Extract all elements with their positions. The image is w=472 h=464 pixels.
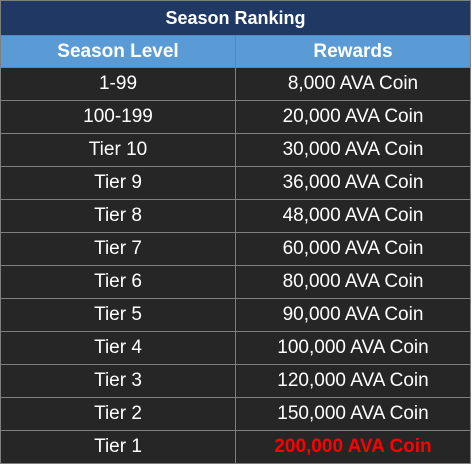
table-row-top-tier: Tier 1 200,000 AVA Coin [0, 430, 471, 464]
reward-cell: 20,000 AVA Coin [235, 100, 471, 134]
title-row: Season Ranking [0, 0, 471, 36]
table-row: Tier 6 80,000 AVA Coin [0, 265, 471, 299]
table-row: Tier 3 120,000 AVA Coin [0, 364, 471, 398]
reward-cell: 36,000 AVA Coin [235, 166, 471, 200]
reward-cell: 30,000 AVA Coin [235, 133, 471, 167]
table-row: Tier 5 90,000 AVA Coin [0, 298, 471, 332]
season-level-cell: Tier 5 [0, 298, 236, 332]
reward-cell: 150,000 AVA Coin [235, 397, 471, 431]
reward-cell: 48,000 AVA Coin [235, 199, 471, 233]
reward-cell: 90,000 AVA Coin [235, 298, 471, 332]
season-level-cell: Tier 1 [0, 430, 236, 464]
table-row: Tier 10 30,000 AVA Coin [0, 133, 471, 167]
table-row: Tier 2 150,000 AVA Coin [0, 397, 471, 431]
reward-cell: 60,000 AVA Coin [235, 232, 471, 266]
table-row: Tier 7 60,000 AVA Coin [0, 232, 471, 266]
table-row: Tier 9 36,000 AVA Coin [0, 166, 471, 200]
top-reward-cell: 200,000 AVA Coin [235, 430, 471, 464]
reward-cell: 80,000 AVA Coin [235, 265, 471, 299]
season-level-cell: Tier 9 [0, 166, 236, 200]
table-row: Tier 4 100,000 AVA Coin [0, 331, 471, 365]
season-level-cell: Tier 4 [0, 331, 236, 365]
season-level-cell: Tier 8 [0, 199, 236, 233]
season-level-cell: 1-99 [0, 67, 236, 101]
table-title: Season Ranking [0, 0, 471, 36]
table-row: 1-99 8,000 AVA Coin [0, 67, 471, 101]
table-row: Tier 8 48,000 AVA Coin [0, 199, 471, 233]
season-level-cell: 100-199 [0, 100, 236, 134]
season-level-cell: Tier 3 [0, 364, 236, 398]
column-header-rewards: Rewards [235, 35, 471, 68]
season-level-cell: Tier 6 [0, 265, 236, 299]
column-header-season-level: Season Level [0, 35, 236, 68]
reward-cell: 8,000 AVA Coin [235, 67, 471, 101]
reward-cell: 100,000 AVA Coin [235, 331, 471, 365]
season-level-cell: Tier 2 [0, 397, 236, 431]
reward-cell: 120,000 AVA Coin [235, 364, 471, 398]
header-row: Season Level Rewards [0, 35, 471, 68]
table-row: 100-199 20,000 AVA Coin [0, 100, 471, 134]
season-level-cell: Tier 7 [0, 232, 236, 266]
season-level-cell: Tier 10 [0, 133, 236, 167]
